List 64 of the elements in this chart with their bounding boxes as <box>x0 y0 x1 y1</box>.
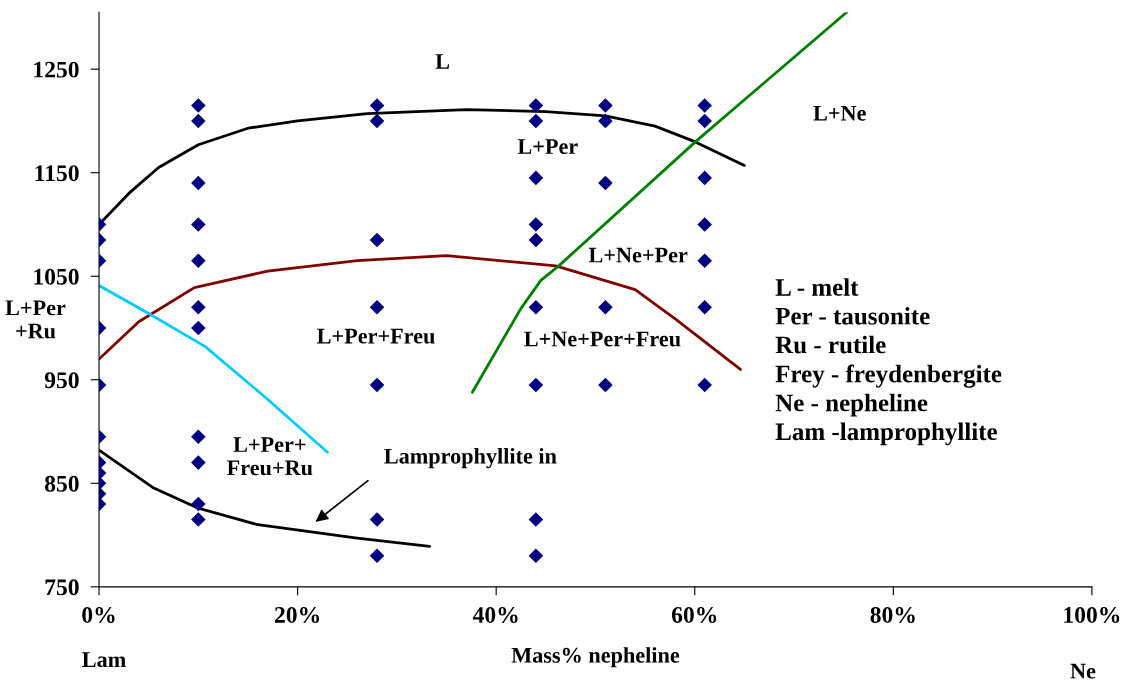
point <box>528 548 544 564</box>
point <box>528 217 544 232</box>
point <box>191 175 206 191</box>
y-tick-label: 750 <box>45 579 79 596</box>
point <box>528 113 544 129</box>
point <box>191 429 206 444</box>
x-axis-title: Mass% nepheline <box>511 647 680 668</box>
point <box>191 98 206 113</box>
x-tick-label: 20% <box>274 606 320 623</box>
point <box>528 232 544 248</box>
x-tick-label: 0% <box>82 606 115 623</box>
point <box>528 170 544 186</box>
annotation: L+Per+Freu <box>317 328 435 344</box>
annotation: L+Ne+Per <box>588 247 688 263</box>
point <box>528 300 544 315</box>
text: L+Per +Ru <box>5 300 66 339</box>
point <box>528 512 544 527</box>
annotation: Lamprophyllite in <box>384 448 557 469</box>
annotation: L+Ne <box>813 105 866 121</box>
point <box>697 253 712 268</box>
annotation: L - melt Per - tausonite Ru - rutile Frey - freydenbergite Ne - nepheline Lam -lamprophyllite <box>775 278 1002 446</box>
x-tick-label: 80% <box>870 606 915 623</box>
point <box>191 300 206 315</box>
point <box>191 455 206 470</box>
point <box>598 377 613 393</box>
point <box>369 98 385 113</box>
y-tick-label: 1250 <box>34 61 79 78</box>
point <box>598 300 613 315</box>
annotation: L+Per <box>517 139 578 154</box>
text: Ne <box>1070 663 1096 679</box>
point <box>369 113 385 129</box>
y-tick-label: 1050 <box>34 268 79 285</box>
point <box>697 113 712 129</box>
point <box>191 217 206 232</box>
y-tick-label: 950 <box>44 372 79 389</box>
annotation: L+Ne+Per+Freu <box>524 331 681 347</box>
point <box>528 377 544 393</box>
point <box>369 377 385 393</box>
x-tick-label: 40% <box>472 606 518 623</box>
point <box>369 300 385 315</box>
point <box>191 320 206 336</box>
point <box>697 217 712 232</box>
y-tick-label: 1150 <box>35 165 79 182</box>
point <box>191 113 206 129</box>
point <box>191 253 206 268</box>
point <box>598 113 613 129</box>
point <box>191 496 206 512</box>
point <box>697 170 712 186</box>
point <box>369 232 385 248</box>
point <box>598 98 613 113</box>
point <box>697 300 712 315</box>
point <box>191 512 206 527</box>
point <box>528 98 544 113</box>
y-tick-label: 850 <box>44 475 79 492</box>
point <box>598 175 613 191</box>
x-tick-label: 100% <box>1064 606 1120 623</box>
x-tick-label: 60% <box>671 606 717 623</box>
annotation: L <box>435 54 450 69</box>
point <box>369 548 385 564</box>
point <box>697 98 712 113</box>
annotation: L+Per+ Freu+Ru <box>227 437 313 476</box>
point <box>369 512 385 527</box>
text: Lam <box>82 652 126 668</box>
point <box>697 377 712 393</box>
